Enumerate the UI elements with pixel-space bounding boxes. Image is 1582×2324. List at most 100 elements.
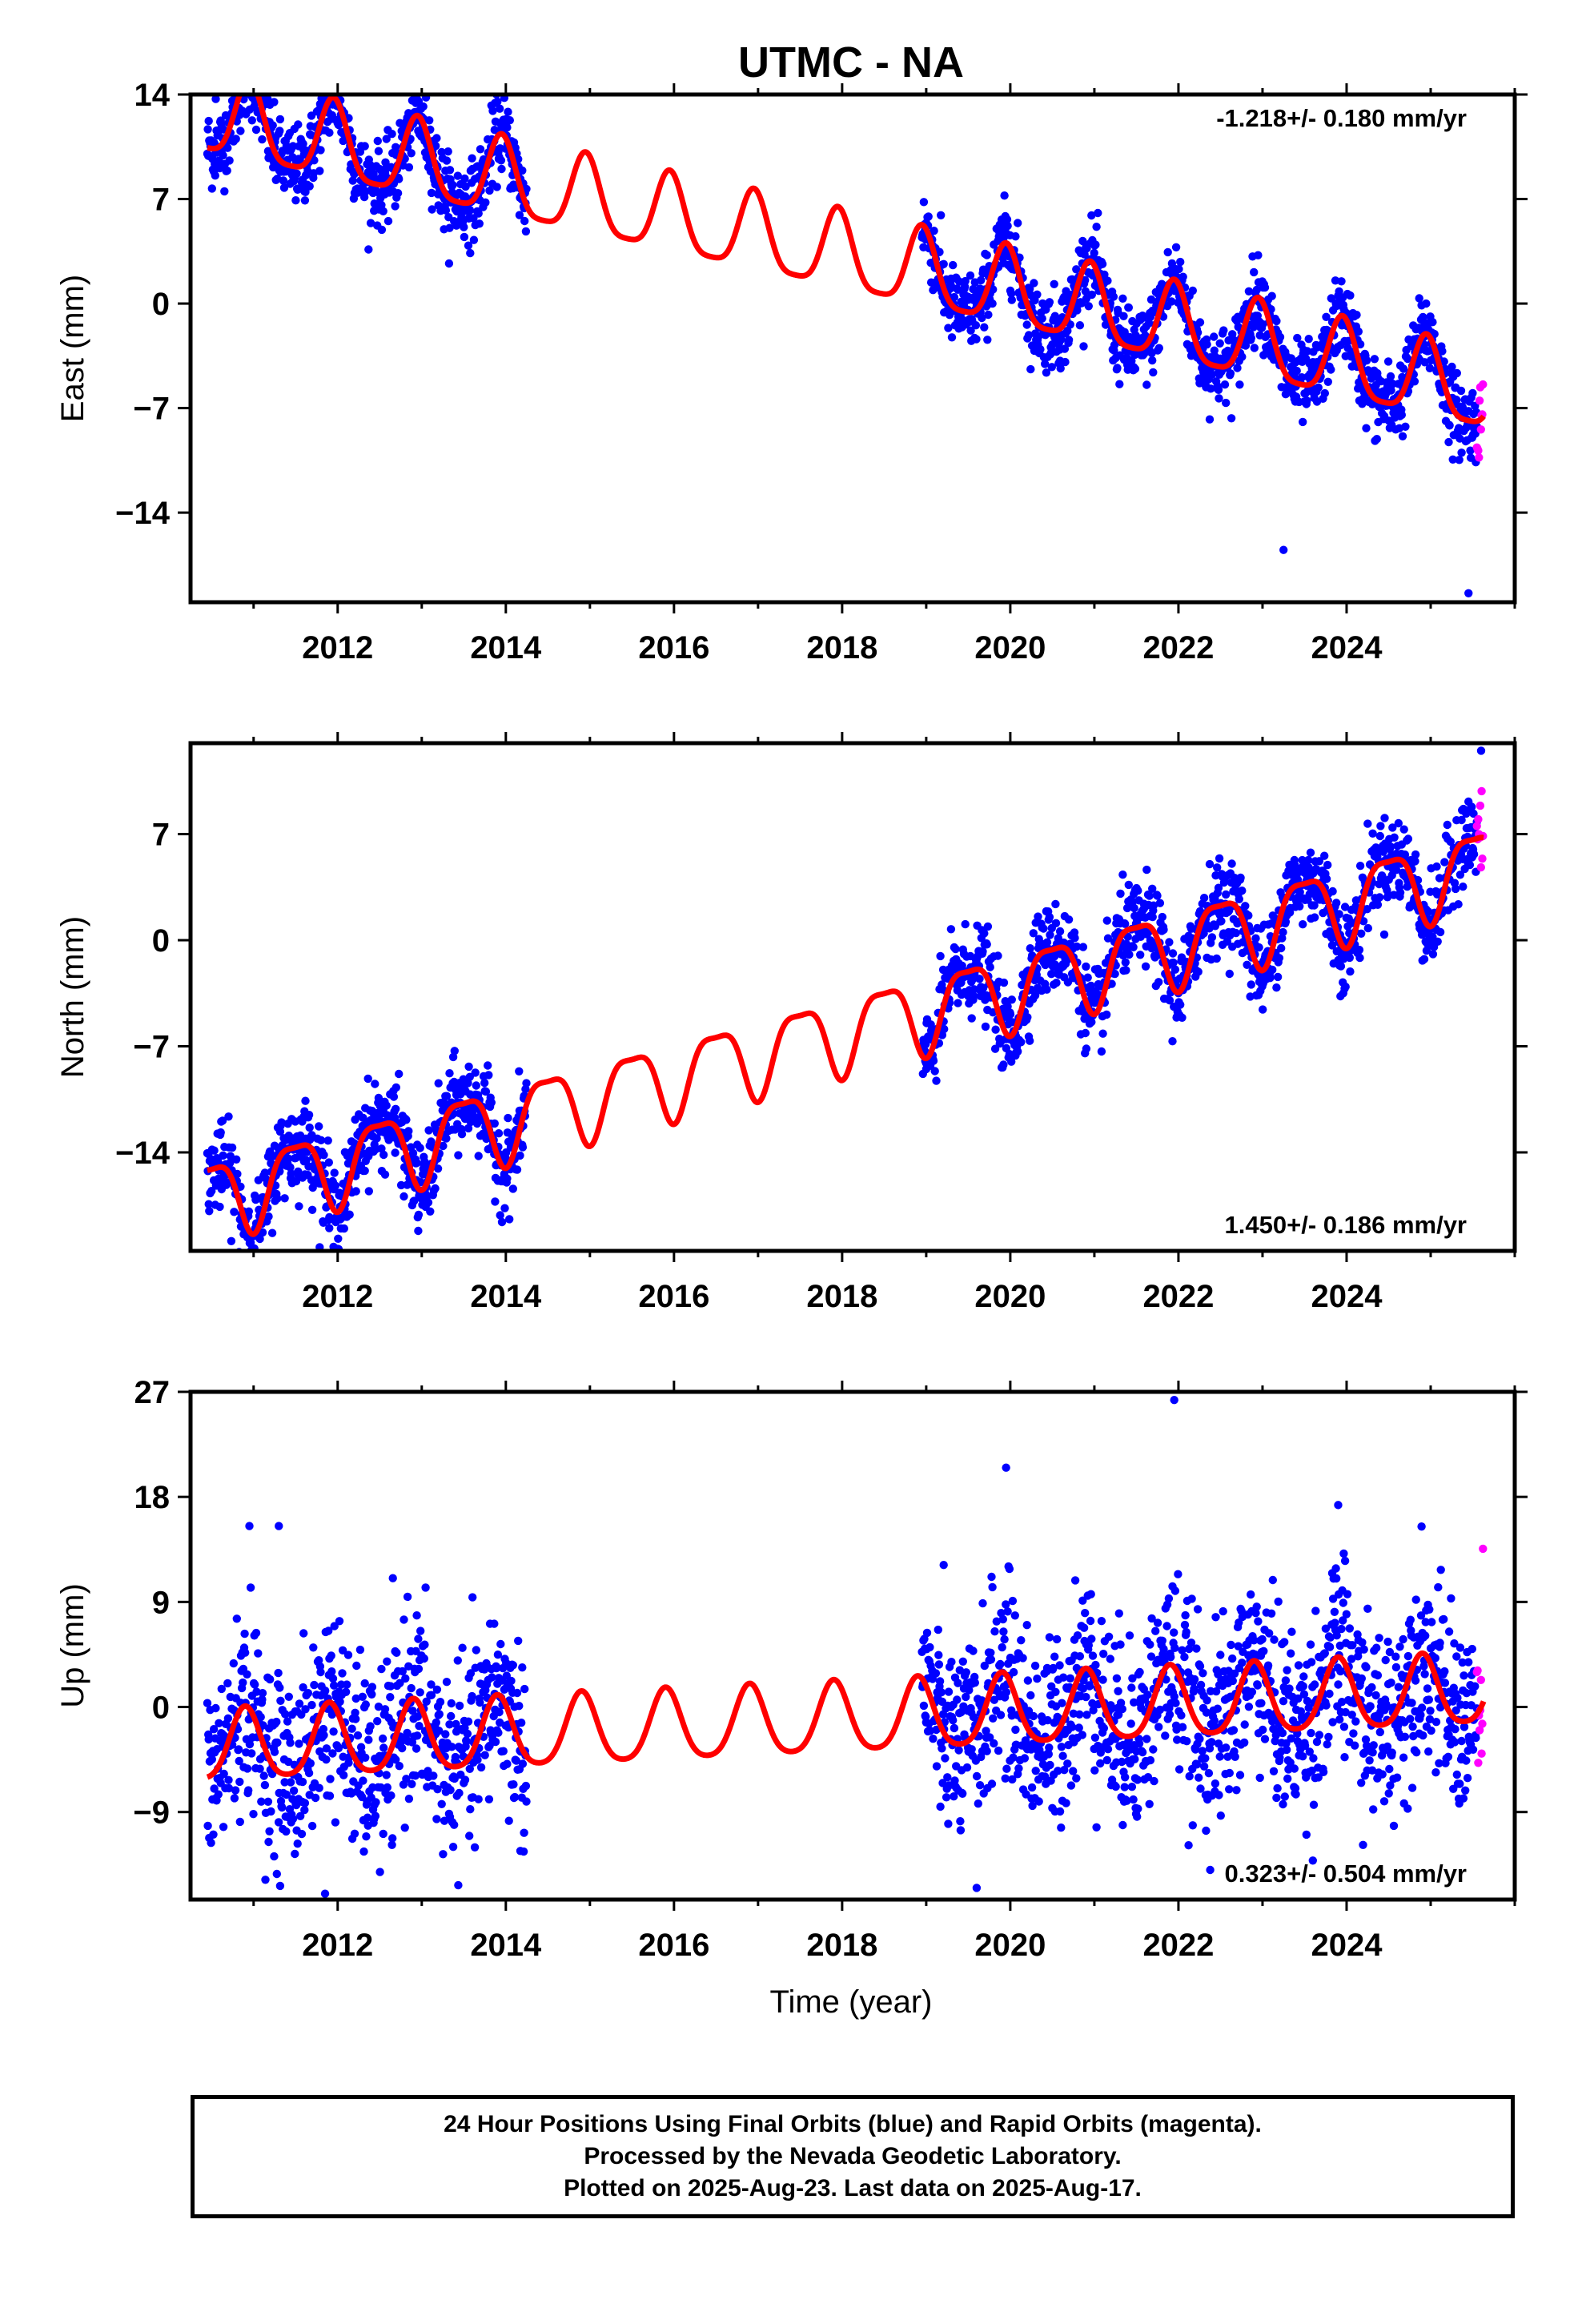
data-point (1066, 1781, 1076, 1790)
data-point (485, 186, 494, 195)
data-point (351, 1694, 360, 1703)
data-point (1310, 901, 1319, 910)
data-point (245, 78, 253, 86)
data-point (943, 1773, 952, 1782)
data-point (1207, 933, 1217, 942)
data-point (439, 1141, 448, 1151)
data-point (1252, 285, 1261, 295)
data-point (1322, 312, 1331, 321)
data-point (326, 1775, 335, 1783)
data-point (958, 1789, 967, 1798)
data-point (947, 333, 957, 342)
data-point (328, 1749, 337, 1758)
data-point (1054, 1767, 1062, 1775)
data-point (1002, 1687, 1011, 1697)
data-point (1069, 1767, 1078, 1775)
data-point (1072, 1774, 1081, 1783)
data-point (496, 104, 504, 113)
data-point (980, 1661, 990, 1671)
data-point (377, 200, 386, 210)
data-point (299, 1683, 307, 1692)
data-point (391, 202, 400, 211)
data-point (1148, 356, 1157, 365)
data-point (229, 1659, 238, 1668)
data-point (929, 1735, 938, 1743)
data-point (1011, 1725, 1020, 1735)
data-point (1452, 368, 1462, 378)
data-point (1373, 900, 1383, 910)
data-point (1455, 456, 1464, 464)
data-point (512, 1756, 521, 1765)
data-point (248, 1254, 256, 1262)
data-point (1260, 283, 1270, 292)
data-point (225, 156, 234, 165)
data-point (257, 1797, 266, 1806)
data-point (444, 147, 452, 156)
data-point (283, 1717, 292, 1726)
data-point (1052, 979, 1061, 987)
data-point (231, 1786, 240, 1795)
data-point (1072, 265, 1081, 274)
data-point (412, 1158, 421, 1168)
data-point (1041, 360, 1050, 368)
data-point (476, 145, 485, 154)
data-point (1379, 847, 1388, 856)
data-point (414, 1634, 423, 1643)
data-point (286, 1739, 295, 1747)
data-point (345, 1210, 354, 1219)
data-point (983, 922, 993, 931)
data-point (306, 1759, 315, 1768)
data-point (428, 205, 436, 214)
data-point (1148, 884, 1157, 894)
data-point (408, 62, 416, 70)
data-point (930, 227, 938, 235)
data-point (1372, 435, 1382, 444)
data-point (1064, 336, 1074, 344)
data-point (1235, 380, 1244, 389)
data-point (499, 1747, 508, 1755)
data-point (382, 135, 391, 143)
data-point (1225, 969, 1235, 979)
data-point (404, 163, 414, 172)
data-point (1215, 394, 1223, 403)
data-point (500, 1204, 509, 1212)
data-point (338, 1669, 347, 1678)
x-tick-label: 2020 (974, 1279, 1046, 1314)
data-point (514, 1636, 523, 1646)
data-point (243, 1670, 251, 1679)
data-point (297, 1829, 307, 1839)
data-point (294, 120, 303, 129)
data-point (373, 1717, 382, 1726)
data-point (231, 135, 240, 143)
data-point (466, 1669, 476, 1678)
data-point (929, 1056, 938, 1065)
data-point (989, 285, 998, 294)
data-point (1130, 364, 1140, 373)
data-point (273, 1738, 282, 1747)
data-point (1097, 1047, 1106, 1056)
data-point (1277, 943, 1286, 953)
data-point (277, 1118, 286, 1127)
x-tick-label: 2014 (470, 1279, 542, 1314)
data-point (447, 1711, 456, 1721)
data-point (1272, 316, 1281, 326)
data-point (258, 1228, 267, 1237)
data-point (464, 1062, 473, 1072)
data-point (509, 1780, 518, 1789)
data-point (453, 171, 462, 180)
data-point (1399, 364, 1408, 373)
data-point (1125, 950, 1134, 959)
data-point (1149, 368, 1158, 377)
data-point (941, 1754, 950, 1763)
data-point (420, 1157, 429, 1166)
data-point (1026, 1691, 1035, 1700)
rapid-point (1472, 822, 1481, 830)
data-point (382, 1101, 391, 1110)
data-point (432, 142, 440, 151)
data-point (1459, 883, 1468, 891)
data-point (383, 1783, 391, 1792)
data-point (1231, 928, 1241, 938)
data-point (339, 1224, 348, 1233)
data-point (1388, 379, 1397, 388)
data-point (255, 63, 263, 71)
